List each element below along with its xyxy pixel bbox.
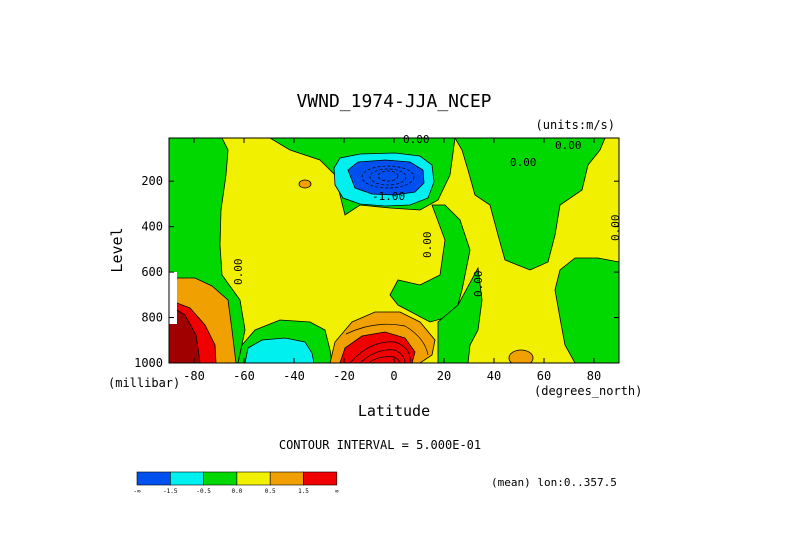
blue-contours (361, 165, 415, 189)
missing-data-block (169, 272, 177, 324)
x-tick-label: 60 (537, 369, 551, 383)
colorbar-swatch (170, 471, 204, 486)
contour-label: 0.00 (472, 271, 485, 298)
x-axis: -80 -60 -40 -20 0 20 40 60 80 (183, 138, 601, 383)
x-tick-label: -40 (283, 369, 305, 383)
y-tick-label: 400 (141, 220, 163, 234)
colorbar-swatch (303, 471, 338, 486)
contour-label: -1.00 (372, 190, 405, 203)
colorbar-swatch (269, 471, 304, 486)
contour-label: 0.00 (609, 215, 622, 242)
y-tick-label: 200 (141, 174, 163, 188)
contour-label: 0.00 (555, 139, 582, 152)
y-axis-title: Level (108, 227, 126, 272)
colorbar-swatch (136, 471, 171, 486)
colorbar-swatch (203, 471, 238, 486)
contour-label: 0.00 (403, 133, 430, 146)
red-region-center (339, 331, 416, 363)
colorbar-tick-label: 0.0 (231, 488, 242, 495)
x-tick-label: -80 (183, 369, 205, 383)
contour-interval-label: CONTOUR INTERVAL = 5.000E-01 (279, 438, 481, 452)
contour-labels: 0.00 0.00 0.00 -1.00 0.00 0.00 0.00 0.00 (232, 133, 622, 297)
contour-field (169, 138, 619, 363)
colorbar-tick-label: 0.5 (265, 488, 276, 495)
contour-label: 0.00 (421, 232, 434, 259)
units-label: (units:m/s) (536, 118, 615, 132)
x-axis-title: Latitude (358, 402, 430, 420)
y-tick-label: 800 (141, 311, 163, 325)
x-tick-label: 0 (390, 369, 397, 383)
green-region-far-right (554, 257, 619, 363)
red-contours-center (345, 323, 429, 363)
x-tick-label: -20 (333, 369, 355, 383)
colorbar: -∞ -1.5 -0.5 0.0 0.5 1.5 ∞ (133, 471, 339, 495)
y-axis: 200 400 600 800 1000 (134, 174, 619, 370)
green-region-center-right (389, 204, 471, 323)
x-tick-label: 20 (437, 369, 451, 383)
contour-label: 0.00 (510, 156, 537, 169)
contour-label: 0.00 (232, 259, 245, 286)
y-unit-label: (millibar) (108, 376, 180, 390)
orange-blob-top (298, 179, 312, 189)
green-region-lower-right (437, 266, 483, 363)
mean-longitude-label: (mean) lon:0..357.5 (491, 476, 617, 489)
x-tick-label: 40 (487, 369, 501, 383)
orange-blob-right (508, 349, 534, 363)
colorbar-tick-label: -∞ (133, 488, 141, 495)
green-region-right-band (454, 138, 606, 271)
colorbar-tick-label: -1.5 (163, 488, 178, 495)
x-tick-label: -60 (233, 369, 255, 383)
colorbar-tick-label: -0.5 (196, 488, 211, 495)
x-unit-label: (degrees_north) (534, 384, 642, 398)
colorbar-swatch (236, 471, 271, 486)
colorbar-tick-label: 1.5 (298, 488, 309, 495)
chart-title: VWND_1974-JJA_NCEP (296, 91, 491, 112)
y-tick-label: 600 (141, 265, 163, 279)
cyan-region-lower (244, 337, 315, 363)
y-tick-label: 1000 (134, 356, 163, 370)
x-tick-label: 80 (587, 369, 601, 383)
colorbar-tick-label: ∞ (335, 488, 339, 495)
